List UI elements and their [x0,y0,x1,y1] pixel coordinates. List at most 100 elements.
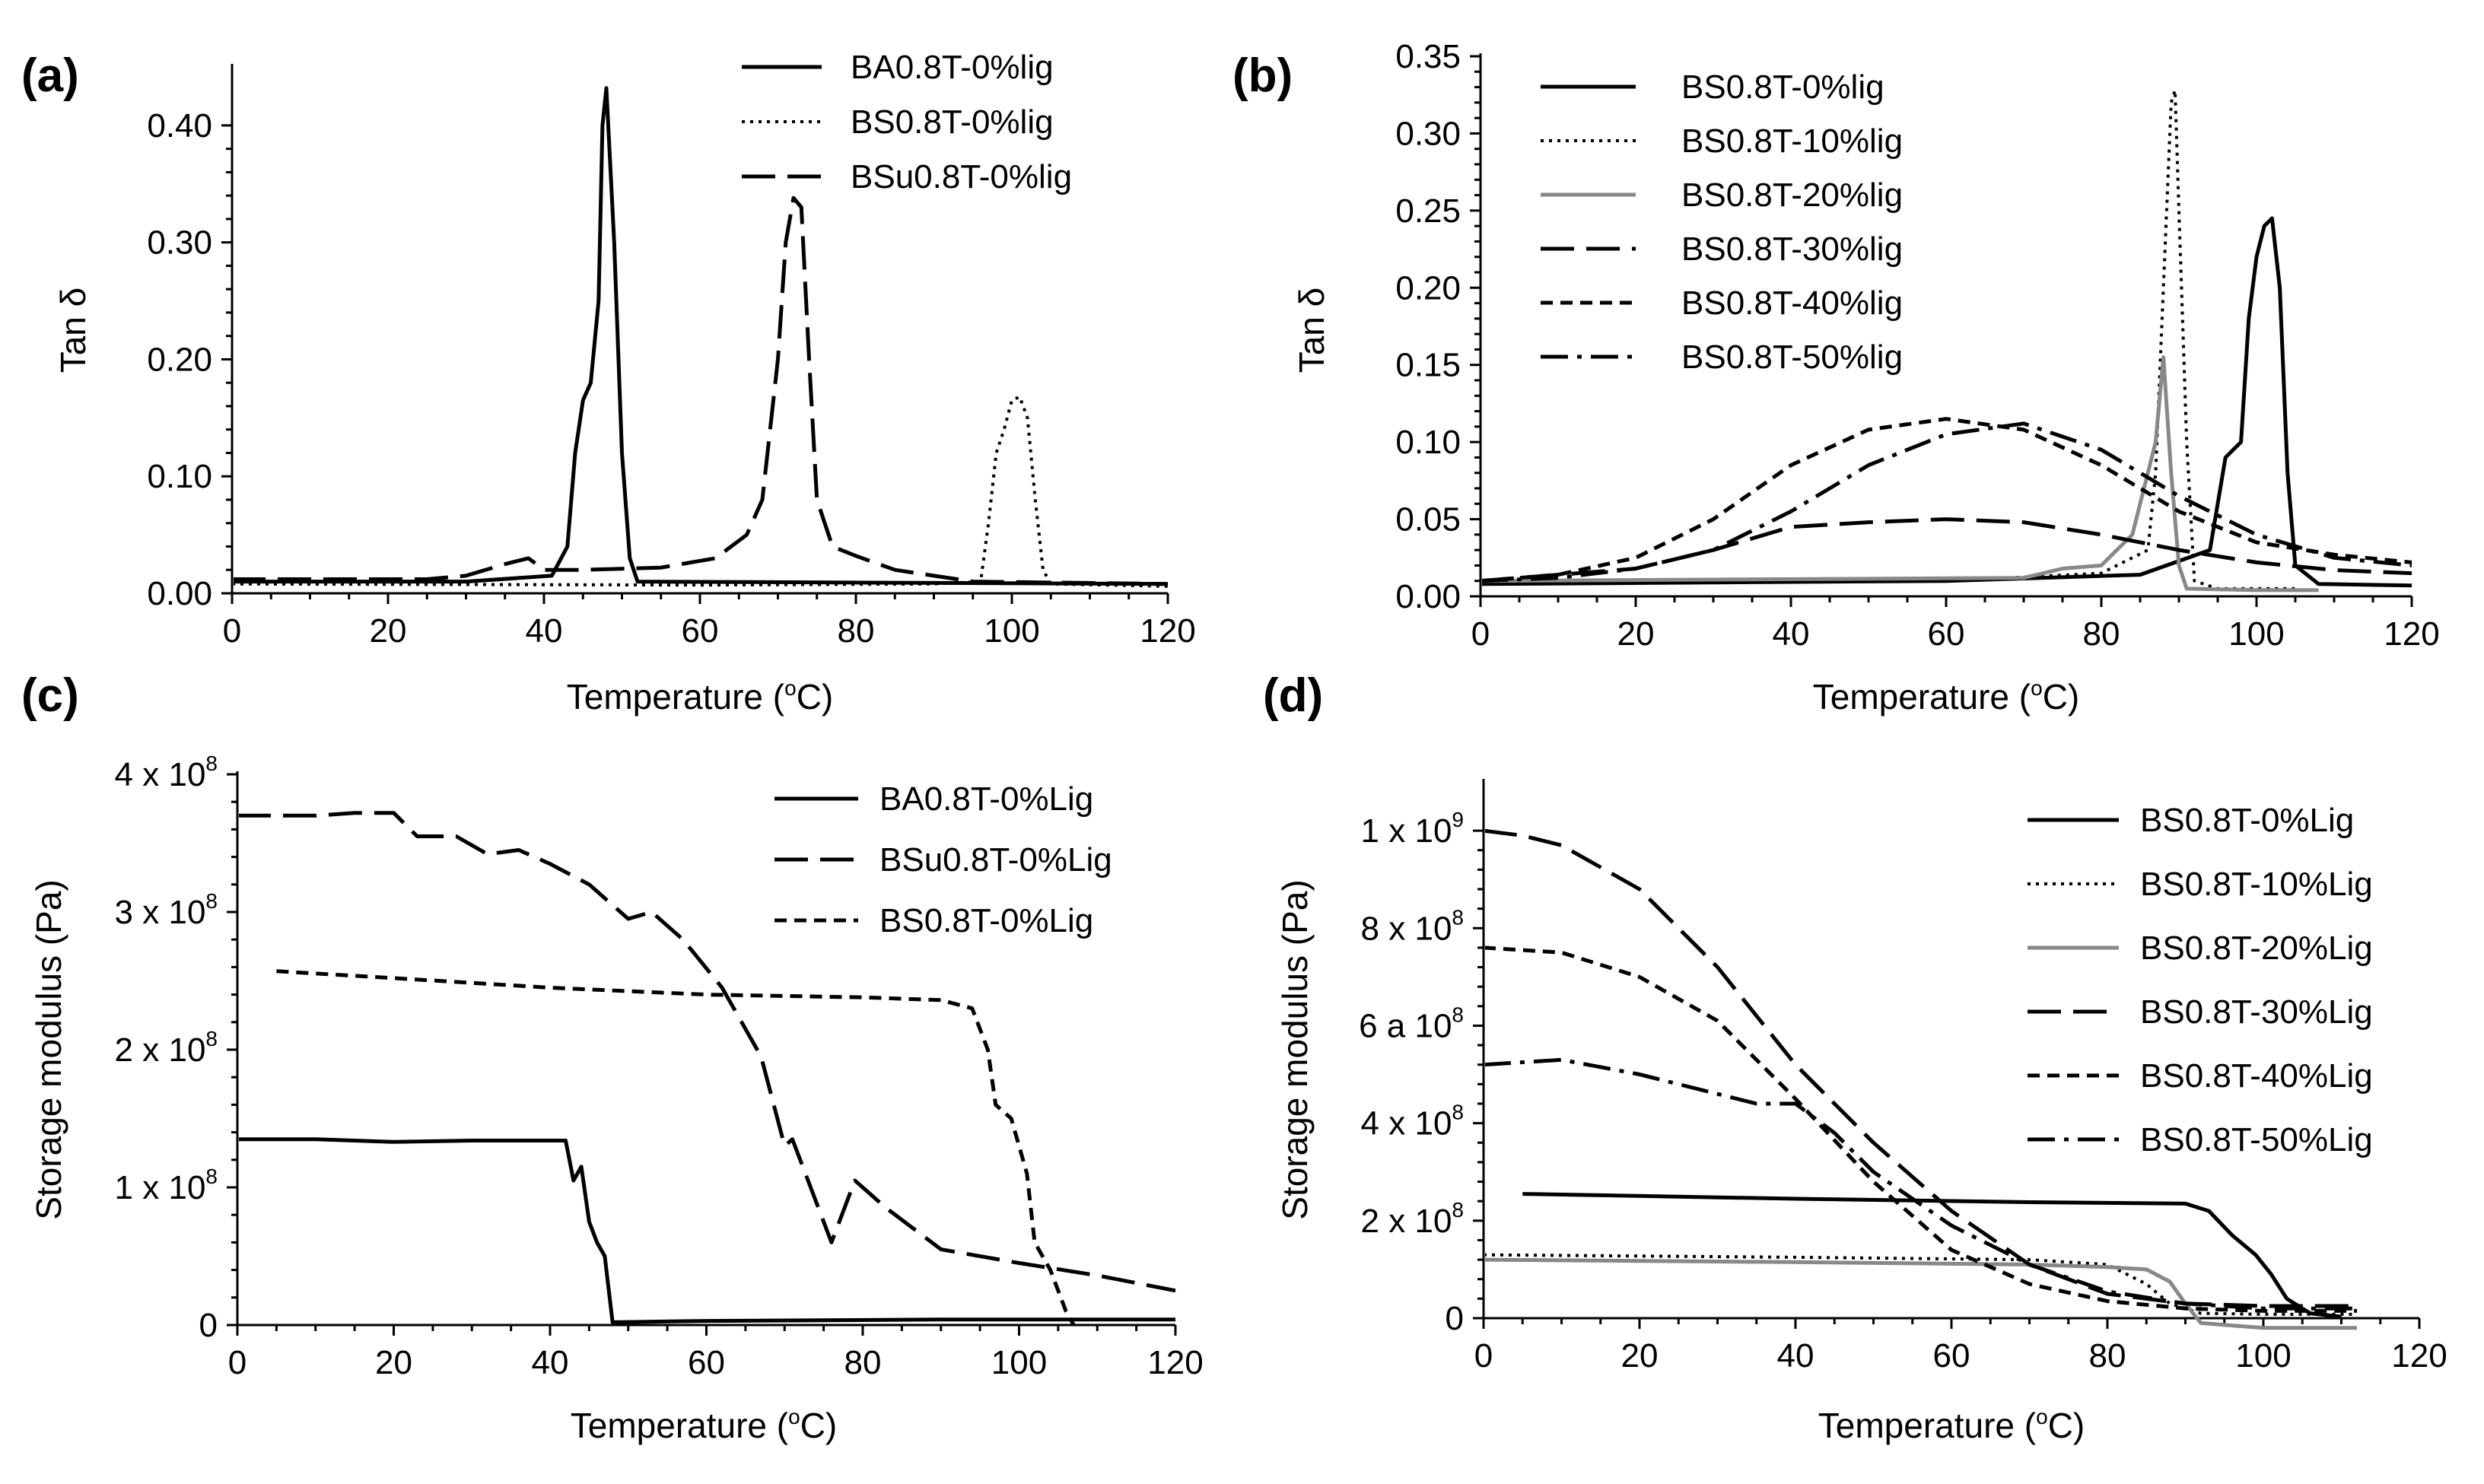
y-tick-label-b: 0.30 [1395,115,1461,152]
legend-label-d-BS0.8T-0%Lig: BS0.8T-0%Lig [2140,802,2354,839]
legend-label-c-BS0.8T-0%Lig: BS0.8T-0%Lig [879,902,1093,939]
legend-label-a-BA0.8T-0%lig: BA0.8T-0%lig [851,49,1054,86]
panel-c-storage-modulus: (c) 0 20 40 60 80 100 120 0 1 x 108 2 x 108 3 x 108… [21,669,1204,1445]
x-axis-label-b: Temperature (oC) [1813,676,2079,717]
series-line-c-BS0.8T-0%Lig [276,969,1076,1327]
legend-label-b-BS0.8T-30%lig: BS0.8T-30%lig [1681,230,1903,268]
legend-label-d-BS0.8T-30%Lig: BS0.8T-30%Lig [2140,993,2373,1031]
y-tick-label-b: 0.20 [1395,269,1461,307]
y-tick-exponent-d: 8 [1452,905,1464,929]
y-tick-label-d: 0 [1446,1300,1464,1337]
y-tick-label-d: 8 x 108 [1361,905,1464,947]
y-tick-label-a: 0.20 [147,341,212,378]
panel-label-a: (a) [21,49,79,102]
y-tick-label-c: 3 x 108 [115,889,218,931]
x-tick-label-a: 60 [682,612,719,650]
y-tick-label-b: 0.35 [1395,38,1461,75]
series-line-c-BSu0.8T-0%Lig [239,811,1176,1293]
y-tick-exponent-c: 8 [205,752,218,775]
x-tick-label-b: 120 [2384,615,2439,653]
legend-label-b-BS0.8T-0%lig: BS0.8T-0%lig [1681,68,1884,106]
x-axis-label-a: Temperature (oC) [567,676,833,717]
panel-label-c: (c) [21,669,79,722]
x-tick-label-a: 20 [370,612,407,650]
series-line-d-BS0.8T-50%Lig [1485,1057,2357,1311]
legend-label-c-BSu0.8T-0%Lig: BSu0.8T-0%Lig [879,841,1112,879]
series-line-b-BS0.8T-40%lig [1482,417,2412,583]
x-tick-label-c: 100 [991,1344,1047,1381]
series-line-d-BS0.8T-10%Lig [1485,1253,2357,1316]
x-tick-label-a: 80 [838,612,875,650]
y-tick-exponent-c: 8 [205,1027,218,1050]
legend-label-d-BS0.8T-40%Lig: BS0.8T-40%Lig [2140,1057,2373,1095]
series-line-b-BS0.8T-0%lig [1482,216,2412,588]
x-tick-label-a: 40 [526,612,563,650]
x-axis-label-c: Temperature (oC) [571,1405,837,1445]
y-tick-exponent-d: 8 [1452,1198,1464,1222]
x-tick-label-d: 20 [1621,1337,1659,1374]
y-tick-exponent-c: 8 [205,1165,218,1188]
legend-label-d-BS0.8T-20%Lig: BS0.8T-20%Lig [2140,929,2373,967]
legend-label-d-BS0.8T-50%Lig: BS0.8T-50%Lig [2140,1121,2373,1158]
x-axis-label-d: Temperature (oC) [1818,1405,2085,1445]
y-tick-label-d: 1 x 109 [1361,808,1464,850]
x-tick-label-b: 100 [2228,615,2284,653]
y-tick-label-b: 0.25 [1395,192,1461,230]
legend-label-b-BS0.8T-40%lig: BS0.8T-40%lig [1681,284,1903,322]
series-line-a-BSu0.8T-0%lig [234,195,1169,586]
y-tick-label-c: 1 x 108 [115,1165,218,1206]
series-line-b-BS0.8T-10%lig [1482,88,2295,590]
y-tick-exponent-d: 8 [1452,1101,1464,1124]
legend-label-a-BSu0.8T-0%lig: BSu0.8T-0%lig [851,158,1072,195]
panel-b-tan-delta: (b) 0 20 40 60 80 100 120 0.00 0.05 0.10 0.15 0.20 0.… [1232,38,2440,717]
x-tick-label-c: 40 [532,1344,569,1381]
y-tick-label-d: 4 x 108 [1361,1101,1464,1142]
legend-label-d-BS0.8T-10%Lig: BS0.8T-10%Lig [2140,866,2373,903]
y-tick-label-a: 0.10 [147,458,212,495]
y-tick-exponent-d: 8 [1452,1003,1464,1026]
series-line-b-BS0.8T-20%lig [1482,355,2319,593]
y-tick-label-b: 0.00 [1395,578,1461,615]
y-tick-label-d: 6 a 108 [1359,1003,1464,1044]
x-tick-label-d: 60 [1933,1337,1970,1374]
legend-label-c-BA0.8T-0%Lig: BA0.8T-0%Lig [879,780,1093,818]
x-tick-label-c: 80 [844,1344,882,1381]
series-line-d-BS0.8T-20%Lig [1485,1257,2357,1330]
series-line-d-BS0.8T-40%Lig [1485,945,2357,1313]
y-tick-label-b: 0.10 [1395,424,1461,461]
x-tick-label-b: 20 [1617,615,1655,653]
y-tick-label-b: 0.15 [1395,347,1461,384]
y-tick-label-b: 0.05 [1395,501,1461,539]
x-tick-label-d: 40 [1777,1337,1814,1374]
legend-label-b-BS0.8T-10%lig: BS0.8T-10%lig [1681,122,1903,160]
y-tick-label-a: 0.30 [147,224,212,262]
x-tick-label-c: 0 [228,1344,246,1381]
x-tick-label-b: 40 [1773,615,1810,653]
legend-label-a-BS0.8T-0%lig: BS0.8T-0%lig [851,103,1054,141]
legend-label-b-BS0.8T-50%lig: BS0.8T-50%lig [1681,338,1903,376]
series-line-b-BS0.8T-50%lig [1482,421,2412,583]
panel-label-b: (b) [1232,49,1293,102]
panel-a-tan-delta: (a) 0 20 40 60 80 100 120 0.00 0.10 0.20 0.30 0.40 Ta… [21,49,1196,717]
x-tick-label-a: 120 [1140,612,1195,650]
x-tick-label-c: 20 [375,1344,412,1381]
series-line-a-BS0.8T-0%lig [234,395,1169,588]
x-tick-label-d: 120 [2391,1337,2447,1374]
y-tick-label-d: 2 x 108 [1361,1198,1464,1240]
y-tick-exponent-d: 9 [1452,808,1464,831]
x-tick-label-d: 0 [1474,1337,1493,1374]
y-axis-label-c: Storage modulus (Pa) [29,879,68,1219]
y-tick-label-c: 2 x 108 [115,1027,218,1069]
series-line-a-BA0.8T-0%lig [234,86,1169,586]
series-line-b-BS0.8T-30%lig [1482,517,2412,583]
x-tick-label-b: 80 [2083,615,2120,653]
y-tick-label-c: 0 [199,1307,218,1344]
series-line-c-BA0.8T-0%Lig [239,1137,1175,1324]
panel-label-d: (d) [1263,669,1323,722]
x-tick-label-b: 60 [1928,615,1965,653]
x-tick-label-a: 100 [984,612,1039,650]
legend-label-b-BS0.8T-20%lig: BS0.8T-20%lig [1681,176,1903,214]
y-tick-exponent-c: 8 [205,889,218,913]
x-tick-label-c: 60 [688,1344,725,1381]
